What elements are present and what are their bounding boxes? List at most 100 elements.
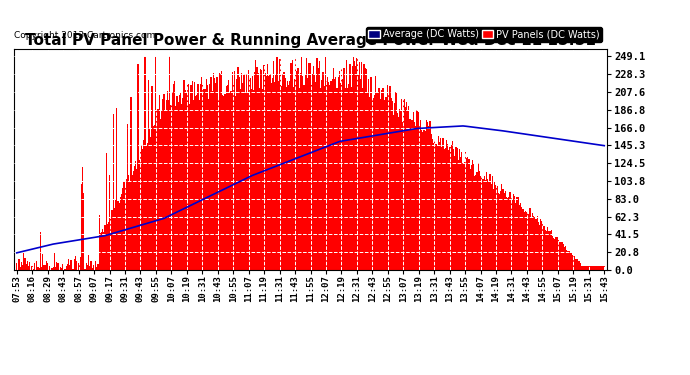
Bar (452, 141, 453, 270)
Bar (146, 146, 147, 270)
Bar (371, 77, 372, 270)
Bar (27, 261, 28, 270)
Bar (81, 184, 82, 270)
Bar (593, 266, 594, 270)
Bar (147, 143, 148, 270)
Bar (181, 105, 182, 270)
Bar (148, 80, 149, 270)
Bar (600, 266, 602, 270)
Bar (172, 84, 174, 270)
Bar (239, 77, 240, 270)
Bar (402, 122, 404, 270)
Bar (116, 108, 117, 270)
Bar (598, 266, 599, 270)
Bar (190, 85, 192, 270)
Bar (257, 73, 259, 270)
Bar (384, 97, 386, 270)
Bar (95, 261, 97, 270)
Bar (234, 71, 235, 270)
Bar (332, 79, 333, 270)
Bar (531, 217, 532, 270)
Bar (428, 126, 429, 270)
Bar (406, 102, 407, 270)
Bar (380, 99, 381, 270)
Bar (102, 230, 103, 270)
Bar (90, 261, 92, 270)
Bar (518, 198, 519, 270)
Bar (19, 267, 21, 270)
Bar (207, 85, 208, 270)
Bar (519, 205, 520, 270)
Bar (557, 237, 558, 270)
Bar (208, 99, 209, 270)
Bar (313, 66, 314, 270)
Bar (70, 260, 72, 270)
Bar (75, 256, 77, 270)
Bar (162, 99, 164, 270)
Bar (439, 142, 440, 270)
Bar (364, 64, 365, 270)
Bar (546, 231, 547, 270)
Bar (264, 74, 266, 270)
Bar (477, 163, 479, 270)
Bar (128, 176, 129, 270)
Bar (544, 230, 546, 270)
Bar (366, 69, 367, 270)
Bar (327, 76, 328, 270)
Bar (497, 193, 499, 270)
Bar (482, 178, 484, 270)
Bar (512, 200, 513, 270)
Bar (167, 91, 168, 270)
Bar (382, 88, 384, 270)
Bar (589, 266, 591, 270)
Bar (369, 97, 371, 270)
Bar (339, 71, 340, 270)
Bar (86, 263, 87, 270)
Bar (413, 112, 414, 270)
Bar (411, 120, 412, 270)
Bar (591, 266, 592, 270)
Bar (168, 100, 169, 270)
Bar (495, 185, 497, 270)
Bar (355, 66, 357, 270)
Bar (92, 265, 94, 270)
Bar (136, 168, 137, 270)
Bar (37, 267, 39, 270)
Bar (214, 78, 215, 270)
Bar (524, 211, 526, 270)
Bar (159, 119, 161, 270)
Bar (469, 169, 471, 270)
Bar (352, 66, 353, 270)
Bar (24, 258, 26, 270)
Bar (448, 150, 449, 270)
Bar (515, 203, 517, 270)
Bar (399, 109, 400, 270)
Bar (41, 267, 42, 270)
Bar (115, 200, 117, 270)
Bar (106, 153, 107, 270)
Bar (462, 163, 464, 270)
Bar (494, 181, 495, 270)
Bar (324, 86, 325, 270)
Bar (585, 266, 586, 270)
Bar (135, 161, 137, 270)
Bar (261, 70, 262, 270)
Bar (435, 144, 437, 270)
Bar (206, 80, 207, 270)
Bar (56, 262, 57, 270)
Bar (354, 61, 355, 270)
Bar (513, 194, 514, 270)
Bar (193, 100, 194, 270)
Bar (544, 226, 545, 270)
Bar (574, 256, 575, 270)
Bar (362, 88, 364, 270)
Legend: Average (DC Watts), PV Panels (DC Watts): Average (DC Watts), PV Panels (DC Watts) (366, 27, 602, 42)
Bar (368, 79, 369, 270)
Bar (360, 80, 361, 270)
Bar (395, 92, 397, 270)
Bar (578, 261, 579, 270)
Bar (392, 100, 393, 270)
Bar (420, 120, 421, 270)
Bar (601, 266, 602, 270)
Bar (290, 63, 292, 270)
